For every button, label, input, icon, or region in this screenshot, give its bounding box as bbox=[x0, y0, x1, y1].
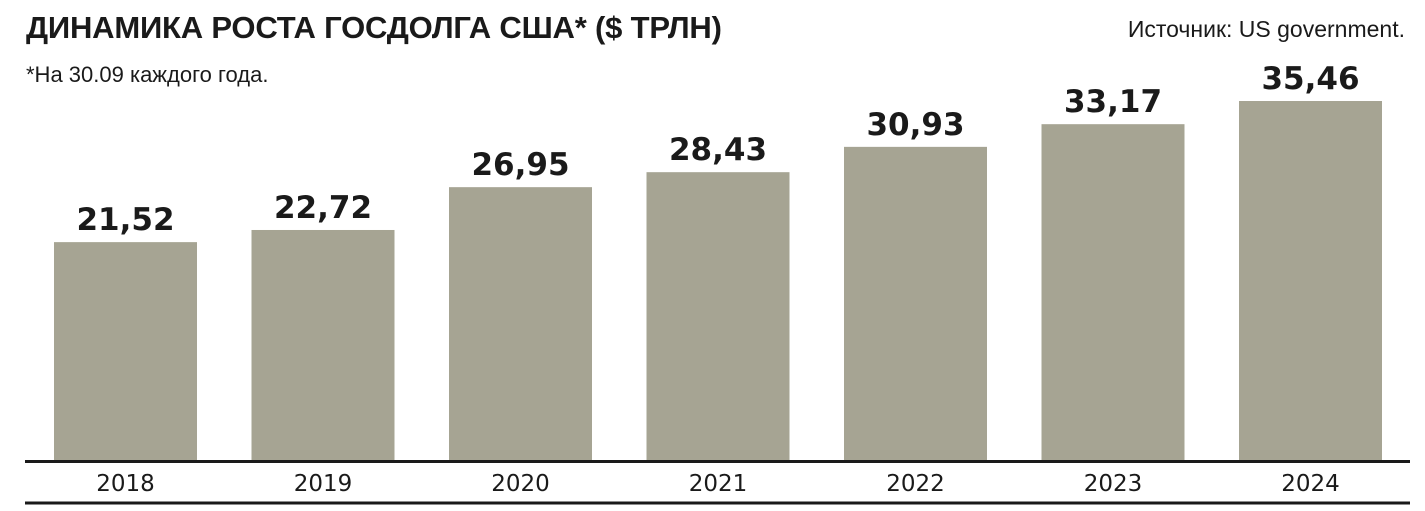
value-label-2023: 33,17 bbox=[1064, 84, 1162, 120]
value-label-2020: 26,95 bbox=[471, 147, 569, 183]
chart-title: ДИНАМИКА РОСТА ГОСДОЛГА США* ($ ТРЛН) bbox=[26, 10, 722, 45]
bar-2023 bbox=[1041, 124, 1185, 461]
bar-2020 bbox=[449, 187, 592, 460]
x-tick-2019: 2019 bbox=[294, 471, 353, 497]
bar-2019 bbox=[251, 229, 395, 460]
x-tick-2024: 2024 bbox=[1281, 471, 1340, 497]
x-tick-2021: 2021 bbox=[689, 471, 748, 497]
bars-layer bbox=[54, 101, 1382, 461]
chart-source: Источник: US government. bbox=[1127, 16, 1405, 42]
x-tick-2023: 2023 bbox=[1084, 471, 1143, 497]
value-label-2024: 35,46 bbox=[1261, 61, 1359, 97]
x-tick-2020: 2020 bbox=[491, 471, 550, 497]
value-label-2021: 28,43 bbox=[669, 132, 767, 168]
x-tick-labels: 2018 2019 2020 2021 2022 2023 2024 bbox=[96, 471, 1340, 497]
x-tick-2018: 2018 bbox=[96, 471, 155, 497]
x-tick-2022: 2022 bbox=[886, 471, 945, 497]
value-label-2022: 30,93 bbox=[866, 107, 964, 143]
bar-2018 bbox=[54, 242, 197, 460]
bar-2022 bbox=[844, 146, 987, 460]
value-label-2018: 21,52 bbox=[76, 202, 174, 238]
bar-2024 bbox=[1239, 101, 1382, 460]
value-labels-layer: 21,52 22,72 26,95 28,43 30,93 33,17 35,46 bbox=[76, 61, 1359, 238]
chart-footnote: *На 30.09 каждого года. bbox=[26, 62, 269, 87]
bar-2021 bbox=[646, 172, 790, 460]
value-label-2019: 22,72 bbox=[274, 190, 372, 226]
